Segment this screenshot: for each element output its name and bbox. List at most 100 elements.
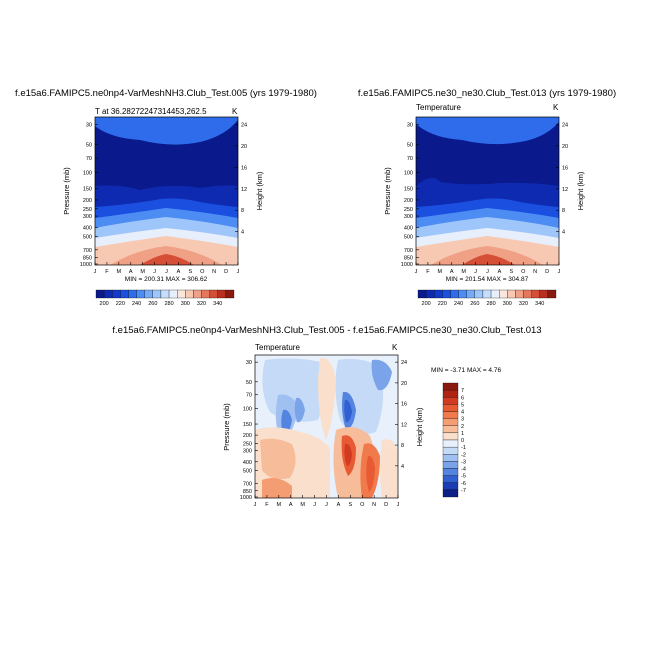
colorbar-swatch: [499, 289, 508, 299]
pressure-tick-label: 700: [404, 248, 413, 254]
colorbar-swatch: [539, 289, 549, 299]
colorbar-tick-label: -4: [461, 467, 466, 473]
month-tick-label: J: [397, 502, 400, 508]
panel-b: f.e15a6.FAMIPC5.ne30_ne30.Club_Test.013 …: [358, 88, 616, 307]
colorbar-swatch: [442, 397, 459, 405]
band-max: [462, 254, 515, 265]
month-tick-label: J: [237, 269, 240, 275]
month-tick-label: F: [105, 269, 109, 275]
colorbar-tick-label: -7: [461, 488, 466, 494]
panel-c-contours: [255, 355, 398, 498]
colorbar-tick-label: 340: [535, 301, 544, 307]
colorbar-swatch: [225, 289, 235, 299]
colorbar-swatch: [531, 289, 540, 299]
colorbar-tick-label: 200: [100, 301, 109, 307]
height-tick-label: 20: [401, 381, 407, 387]
colorbar-swatch: [490, 289, 500, 299]
colorbar-swatch: [185, 289, 194, 299]
height-tick-label: 16: [241, 165, 247, 171]
colorbar-swatch: [442, 432, 459, 441]
colorbar-swatch: [523, 289, 532, 299]
pressure-tick-label: 200: [404, 198, 413, 204]
colorbar-swatch: [177, 289, 186, 299]
panel-a-title: f.e15a6.FAMIPC5.ne0np4-VarMeshNH3.Club_T…: [15, 88, 317, 99]
pressure-tick-label: 850: [404, 256, 413, 262]
panel-a-height-label: Height (km): [255, 171, 264, 210]
colorbar-swatch: [482, 289, 492, 299]
pressure-tick-label: 150: [243, 422, 252, 428]
colorbar-swatch: [442, 389, 459, 398]
blob-blue-east-deep: [344, 399, 352, 423]
blob-red-lower-core: [260, 438, 296, 479]
colorbar-swatch: [144, 289, 153, 299]
month-tick-label: N: [212, 269, 216, 275]
month-tick-label: J: [558, 269, 561, 275]
colorbar-tick-label: 3: [461, 417, 464, 423]
pressure-tick-label: 850: [243, 489, 252, 495]
colorbar-tick-label: -2: [461, 452, 466, 458]
pressure-tick-label: 50: [86, 143, 92, 149]
colorbar-swatch: [193, 289, 202, 299]
pressure-tick-label: 300: [83, 214, 92, 220]
pressure-tick-label: 100: [83, 170, 92, 176]
colorbar-swatch: [434, 289, 443, 299]
colorbar-swatch: [442, 425, 459, 434]
month-tick-label: M: [140, 269, 145, 275]
colorbar-swatch: [442, 446, 459, 455]
colorbar-swatch: [442, 468, 459, 476]
month-tick-label: J: [486, 269, 489, 275]
panel-a-colorbar: 200 220 240 260 280 300 320 340: [95, 289, 235, 307]
pressure-tick-label: 30: [407, 122, 413, 128]
pressure-tick-label: 1000: [80, 262, 92, 268]
height-tick-label: 12: [401, 422, 407, 428]
band-tropopause: [95, 120, 238, 192]
colorbar-swatch: [209, 289, 218, 299]
month-tick-label: O: [360, 502, 365, 508]
panel-c-title: f.e15a6.FAMIPC5.ne0np4-VarMeshNH3.Club_T…: [112, 325, 541, 336]
colorbar-tick-label: 260: [470, 301, 479, 307]
month-tick-label: J: [165, 269, 168, 275]
pressure-tick-label: 300: [404, 214, 413, 220]
blob-red-east-deep: [344, 443, 352, 466]
height-tick-label: 12: [562, 187, 568, 193]
pressure-tick-label: 30: [246, 360, 252, 366]
pressure-tick-label: 500: [243, 468, 252, 474]
colorbar-tick-label: 220: [116, 301, 125, 307]
colorbar-swatch: [466, 289, 475, 299]
month-tick-label: J: [474, 269, 477, 275]
colorbar-tick-label: 260: [148, 301, 157, 307]
panel-b-height-ticks: 24 20 16 12 8 4: [556, 122, 568, 236]
month-tick-label: N: [533, 269, 537, 275]
colorbar-swatch: [152, 289, 162, 299]
month-tick-label: O: [200, 269, 205, 275]
panel-c-units: K: [392, 343, 398, 352]
colorbar-swatch: [442, 475, 459, 483]
colorbar-swatch: [442, 289, 451, 299]
pressure-tick-label: 1000: [401, 262, 413, 268]
panel-b-subtitle: Temperature: [416, 103, 461, 112]
pressure-tick-label: 250: [404, 207, 413, 213]
height-tick-label: 8: [562, 208, 565, 214]
colorbar-tick-label: 0: [461, 438, 464, 444]
panel-a-pressure-label: Pressure (mb): [62, 167, 71, 215]
colorbar-tick-label: 320: [197, 301, 206, 307]
pressure-tick-label: 400: [83, 226, 92, 232]
colorbar-swatch: [547, 289, 557, 299]
month-tick-label: M: [117, 269, 122, 275]
month-tick-label: D: [545, 269, 549, 275]
month-tick-label: M: [300, 502, 305, 508]
pressure-tick-label: 70: [86, 156, 92, 162]
month-tick-label: M: [461, 269, 466, 275]
blob-red-surface: [262, 478, 292, 498]
colorbar-swatch: [128, 289, 137, 299]
colorbar-tick-label: 1: [461, 431, 464, 437]
pressure-tick-label: 70: [246, 393, 252, 399]
band-max: [140, 254, 194, 265]
colorbar-tick-label: 4: [461, 410, 464, 416]
panel-a-height-ticks: 24 20 16 12 8 4: [235, 122, 247, 236]
month-tick-label: A: [289, 502, 293, 508]
